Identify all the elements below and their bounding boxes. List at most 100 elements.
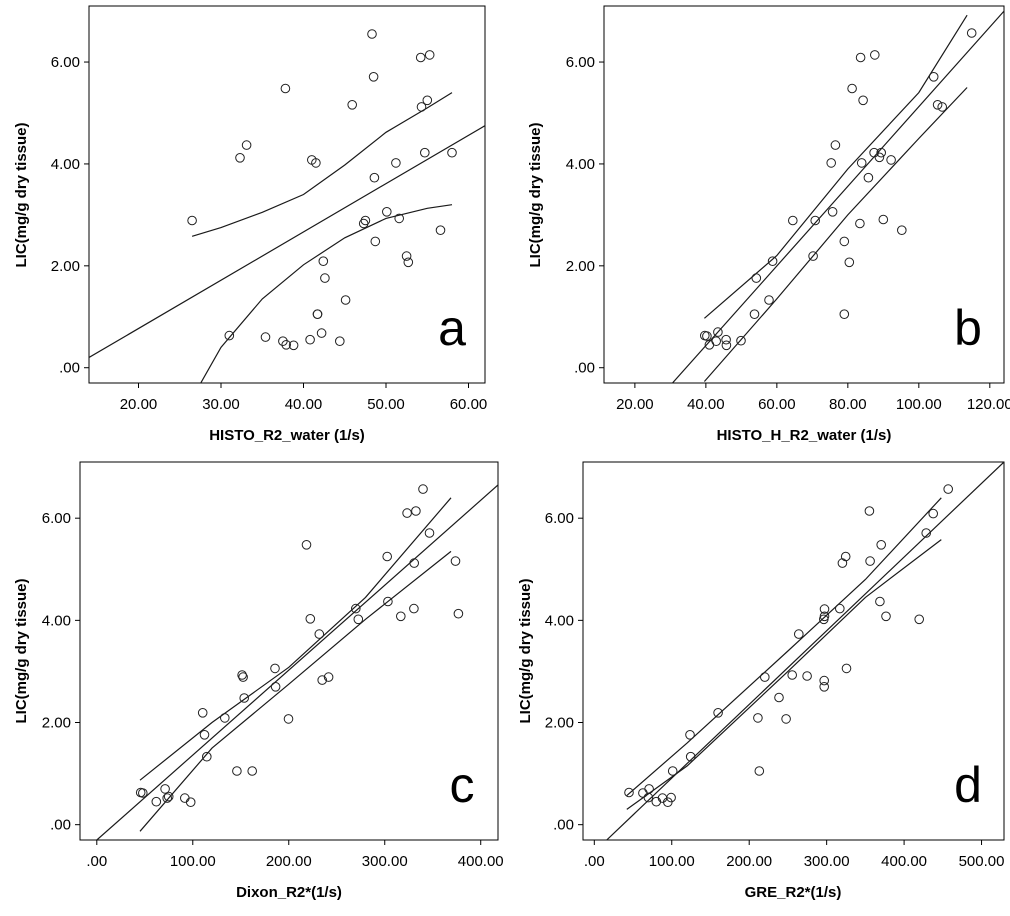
data-point [358, 218, 369, 229]
data-point [937, 102, 948, 112]
y-tick-label: 4.00 [51, 156, 80, 173]
x-tick-label: 200.00 [266, 853, 312, 870]
data-point [855, 52, 866, 63]
data-point [351, 603, 361, 614]
data-point [827, 207, 838, 217]
y-tick-label: 2.00 [42, 715, 71, 732]
data-point [305, 334, 315, 345]
data-point [270, 663, 280, 674]
data-point [270, 682, 281, 692]
data-point [418, 484, 428, 494]
plot-frame [88, 5, 486, 384]
data-point [870, 50, 880, 60]
y-axis-label: LIC(mg/g dry tissue) [13, 578, 30, 723]
panel-d: .00 2.00 4.00 6.00 .00 100.00 200.00 300.00 400.… [517, 461, 1005, 901]
data-point [160, 784, 170, 794]
x-tick-label: 60.00 [450, 396, 488, 413]
y-tick-label: 2.00 [51, 258, 80, 275]
data-point [835, 603, 845, 614]
data-point [187, 215, 197, 226]
data-point [876, 540, 887, 550]
data-point [736, 335, 746, 346]
y-axis-label: LIC(mg/g dry tissue) [527, 122, 544, 267]
y-axis-label: LIC(mg/g dry tissue) [517, 578, 534, 723]
y-tick-label: 6.00 [566, 54, 595, 71]
data-point [856, 158, 867, 168]
data-point [320, 273, 330, 283]
panel-label: d [954, 757, 982, 813]
data-point [411, 506, 421, 516]
x-tick-label: 300.00 [362, 853, 408, 870]
data-point [839, 236, 850, 247]
y-tick-label: .00 [553, 817, 574, 834]
plot-frame [79, 461, 499, 841]
x-tick-label: 40.00 [285, 396, 323, 413]
data-point [921, 528, 932, 538]
data-point [886, 155, 896, 165]
data-point [928, 508, 939, 519]
data-point [863, 172, 874, 183]
data-point [305, 614, 316, 624]
data-point [382, 207, 392, 217]
data-point [855, 218, 865, 229]
data-point [368, 72, 379, 82]
x-tick-label: 100.00 [649, 853, 695, 870]
data-point [874, 152, 885, 163]
data-point [420, 147, 430, 158]
ci-lower-line [200, 204, 453, 383]
data-point [878, 214, 889, 225]
data-point [202, 751, 212, 762]
data-point [453, 608, 464, 619]
fit-line [96, 484, 498, 840]
data-point [865, 556, 875, 566]
data-point [424, 528, 435, 538]
panel-a: .00 2.00 4.00 6.00 20.00 30.00 40.00 50.00 60.00… [13, 5, 488, 444]
data-point [819, 675, 830, 686]
y-tick-label: 2.00 [566, 258, 595, 275]
data-point [808, 251, 818, 261]
x-tick-label: 80.00 [829, 396, 867, 413]
ci-upper-line [191, 92, 453, 237]
data-point [844, 257, 855, 268]
data-point [713, 327, 723, 337]
data-point [685, 730, 695, 740]
data-point [667, 766, 678, 776]
data-point [839, 309, 850, 320]
data-point [197, 708, 208, 718]
data-point [353, 614, 364, 625]
panel-c: .00 2.00 4.00 6.00 .00 100.00 200.00 300.00 400.… [13, 461, 504, 901]
data-point [943, 484, 954, 494]
data-point [685, 751, 696, 762]
data-point [278, 336, 288, 347]
data-point [323, 672, 334, 682]
y-tick-label: .00 [574, 360, 595, 377]
data-point [394, 213, 405, 224]
x-tick-label: 50.00 [367, 396, 405, 413]
data-point [858, 95, 868, 106]
data-point [864, 506, 875, 516]
data-point [966, 28, 977, 38]
data-point [810, 215, 821, 226]
ci-upper-line [139, 497, 452, 781]
data-point [841, 663, 852, 674]
data-point [644, 784, 654, 794]
ci-lower-line [703, 87, 968, 382]
x-tick-label: .00 [86, 853, 107, 870]
data-point [897, 225, 907, 235]
data-point [311, 158, 321, 168]
y-tick-label: 2.00 [545, 715, 574, 732]
data-point [239, 693, 249, 703]
data-point [435, 225, 446, 235]
x-tick-label: 400.00 [881, 853, 927, 870]
data-point [318, 256, 329, 267]
data-point [802, 671, 812, 681]
panel-label: a [438, 300, 466, 356]
plot-frame [582, 461, 1005, 841]
plot-frame [603, 5, 1005, 384]
y-tick-label: 4.00 [42, 612, 71, 629]
data-point [624, 787, 634, 798]
data-point [721, 334, 731, 345]
data-point [347, 100, 358, 110]
data-point [401, 251, 412, 261]
